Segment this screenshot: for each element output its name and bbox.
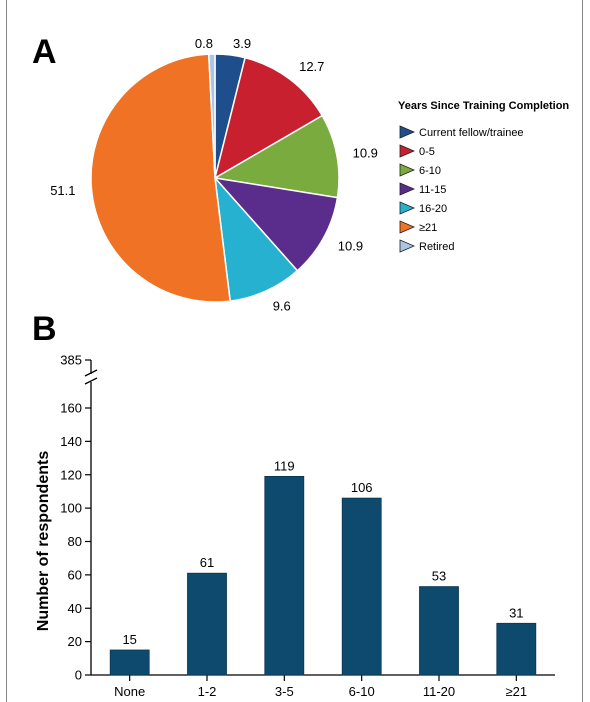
bar-value-label-6-10: 106 <box>351 480 373 495</box>
pie-label-current-fellow-trainee: 3.9 <box>233 36 251 51</box>
pie-label-6-10: 10.9 <box>353 145 378 160</box>
pie-slice-ge21 <box>90 53 232 303</box>
pie-chart-panel: A 3.9 12.7 10.9 10.9 9.6 51.1 0.8 Years Since … <box>32 33 569 314</box>
x-tick-label-11-20: 11-20 <box>423 684 455 699</box>
bar-value-label-11-20: 53 <box>432 569 446 584</box>
legend-swatch-0-5 <box>399 144 416 158</box>
legend-label-16-20: 16-20 <box>419 203 447 215</box>
bar-value-label-1-2: 61 <box>200 555 214 570</box>
legend-label-current-fellow-trainee: Current fellow/trainee <box>419 127 524 139</box>
pie-slices <box>90 53 340 303</box>
pie-slice-retired <box>207 53 216 179</box>
pie-slice-0-5 <box>213 56 324 180</box>
y-tick-label-100: 100 <box>60 501 82 516</box>
pie-label-16-20: 9.6 <box>273 299 291 314</box>
x-tick-label-none: None <box>114 684 145 699</box>
bar-1-2 <box>187 572 227 676</box>
y-axis-break-mark <box>84 377 98 385</box>
legend-label-retired: Retired <box>419 241 454 253</box>
y-axis-title: Number of respondents <box>35 451 52 632</box>
bar-none <box>109 649 150 676</box>
legend-swatch-retired <box>399 239 416 253</box>
frame-left-border <box>6 0 7 702</box>
x-tick-label-3-5: 3-5 <box>275 684 294 699</box>
y-tick-label-80: 80 <box>68 534 82 549</box>
x-tick-label-ge21: ≥21 <box>505 684 527 699</box>
bar-3-5 <box>264 475 305 676</box>
bar-11-20 <box>419 586 459 676</box>
legend-swatch-6-10 <box>399 163 416 177</box>
bar-chart-panel: B Number of respondents 15 61 119 106 53 31 N… <box>32 310 555 699</box>
x-tick-label-1-2: 1-2 <box>198 684 217 699</box>
x-tick-labels: None 1-2 3-5 6-10 11-20 ≥21 <box>114 684 527 699</box>
y-tick-label-break: 385 <box>60 353 82 368</box>
legend-label-6-10: 6-10 <box>419 165 441 177</box>
y-tick-label-60: 60 <box>68 567 82 582</box>
pie-slice-11-15 <box>213 176 339 272</box>
pie-slice-6-10 <box>212 114 340 199</box>
pie-label-retired: 0.8 <box>195 36 213 51</box>
legend-swatch-16-20 <box>399 201 416 215</box>
bar-value-label-ge21: 31 <box>509 605 523 620</box>
pie-slice-16-20 <box>213 175 299 302</box>
legend-title: Years Since Training Completion <box>398 100 569 112</box>
legend-swatch-11-15 <box>399 182 416 196</box>
pie-label-ge21: 51.1 <box>50 183 75 198</box>
panel-label-b: B <box>32 310 57 348</box>
y-tick-labels: 0 20 40 60 80 100 120 140 160 385 <box>60 353 82 683</box>
bar-ge21 <box>496 622 537 676</box>
y-tick-label-40: 40 <box>68 601 82 616</box>
bar-value-labels: 15 61 119 106 53 31 <box>122 458 523 647</box>
frame-right-border <box>582 0 583 702</box>
legend-label-11-15: 11-15 <box>419 184 446 196</box>
bar-bars <box>109 475 537 676</box>
y-tick-label-160: 160 <box>60 401 82 416</box>
panel-label-a: A <box>32 33 57 71</box>
y-tick-label-20: 20 <box>68 634 82 649</box>
pie-label-0-5: 12.7 <box>299 59 324 74</box>
x-tick-label-6-10: 6-10 <box>349 684 375 699</box>
y-tick-label-0: 0 <box>75 668 82 683</box>
bar-axes <box>84 359 555 681</box>
pie-legend: Years Since Training Completion Current … <box>398 100 569 253</box>
pie-label-11-15: 10.9 <box>338 238 363 253</box>
legend-label-ge21: ≥21 <box>419 222 437 234</box>
bar-value-label-3-5: 119 <box>274 458 295 473</box>
y-axis-break-mark <box>84 369 98 377</box>
legend-swatch-current-fellow-trainee <box>399 125 416 139</box>
legend-label-0-5: 0-5 <box>419 146 435 158</box>
bar-value-label-none: 15 <box>122 632 136 647</box>
bar-6-10 <box>341 497 382 676</box>
legend-swatch-ge21 <box>399 220 416 234</box>
pie-slice-labels: 3.9 12.7 10.9 10.9 9.6 51.1 0.8 <box>50 36 378 314</box>
y-tick-label-120: 120 <box>60 467 82 482</box>
y-tick-label-140: 140 <box>60 434 82 449</box>
